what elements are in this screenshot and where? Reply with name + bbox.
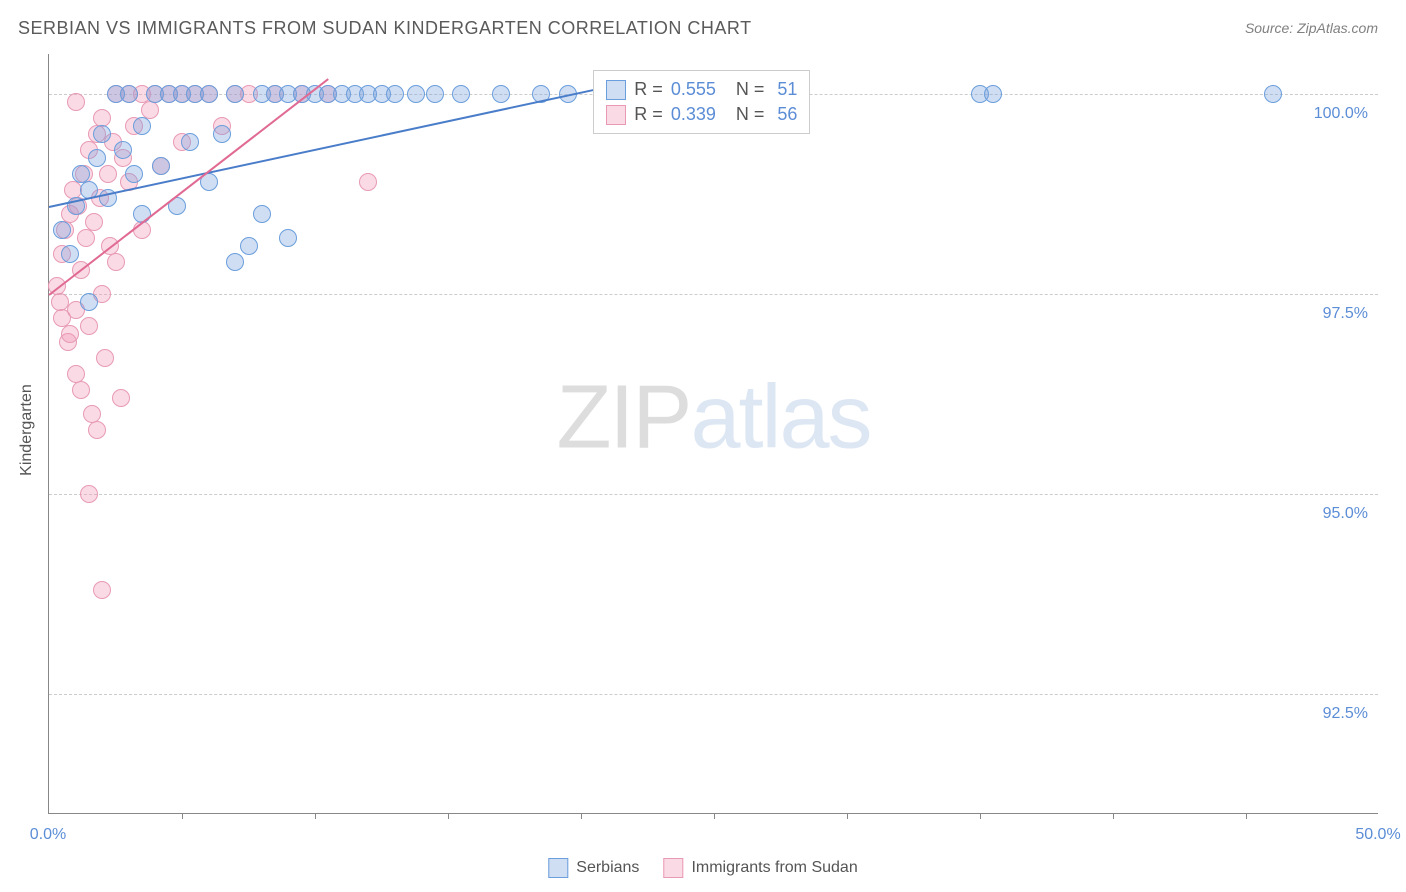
data-point (107, 253, 125, 271)
n-label: N = (736, 104, 765, 125)
legend-stats-row: R = 0.339 N = 56 (606, 102, 797, 127)
data-point (253, 205, 271, 223)
legend-label-sudan: Immigrants from Sudan (691, 859, 857, 877)
x-tick (1246, 813, 1247, 819)
y-tick-label: 92.5% (1323, 705, 1368, 723)
x-tick (847, 813, 848, 819)
data-point (452, 85, 470, 103)
data-point (213, 125, 231, 143)
data-point (359, 173, 377, 191)
data-point (200, 85, 218, 103)
trend-line (49, 86, 608, 208)
n-label: N = (736, 79, 765, 100)
data-point (407, 85, 425, 103)
gridline (49, 294, 1378, 295)
legend-stats-row: R = 0.555 N = 51 (606, 77, 797, 102)
legend-item-serbians: Serbians (548, 858, 639, 878)
y-tick-label: 100.0% (1314, 105, 1368, 123)
y-tick-label: 97.5% (1323, 305, 1368, 323)
data-point (152, 157, 170, 175)
r-value: 0.555 (671, 79, 716, 100)
data-point (226, 85, 244, 103)
watermark-part2: atlas (690, 368, 870, 468)
data-point (96, 349, 114, 367)
chart-title: SERBIAN VS IMMIGRANTS FROM SUDAN KINDERG… (18, 18, 752, 39)
r-label: R = (634, 104, 663, 125)
gridline (49, 494, 1378, 495)
swatch-sudan (663, 858, 683, 878)
legend-swatch (606, 105, 626, 125)
data-point (226, 253, 244, 271)
y-axis-label: Kindergarten (18, 384, 36, 476)
data-point (426, 85, 444, 103)
r-value: 0.339 (671, 104, 716, 125)
source-attribution: Source: ZipAtlas.com (1245, 20, 1378, 36)
data-point (80, 293, 98, 311)
data-point (114, 141, 132, 159)
data-point (120, 85, 138, 103)
data-point (492, 85, 510, 103)
data-point (61, 245, 79, 263)
data-point (181, 133, 199, 151)
gridline (49, 694, 1378, 695)
data-point (61, 325, 79, 343)
x-tick (448, 813, 449, 819)
legend-item-sudan: Immigrants from Sudan (663, 858, 857, 878)
data-point (240, 237, 258, 255)
x-tick (182, 813, 183, 819)
x-tick (315, 813, 316, 819)
y-tick-label: 95.0% (1323, 505, 1368, 523)
data-point (80, 485, 98, 503)
watermark-part1: ZIP (556, 368, 690, 468)
data-point (93, 125, 111, 143)
x-tick-label: 0.0% (30, 826, 66, 844)
x-tick-label: 50.0% (1355, 826, 1400, 844)
legend-stats: R = 0.555 N = 51 R = 0.339 N = 56 (593, 70, 810, 134)
data-point (99, 165, 117, 183)
data-point (80, 317, 98, 335)
data-point (1264, 85, 1282, 103)
legend-swatch (606, 80, 626, 100)
n-value: 56 (772, 104, 797, 125)
data-point (88, 421, 106, 439)
x-tick (581, 813, 582, 819)
data-point (67, 93, 85, 111)
data-point (72, 381, 90, 399)
data-point (77, 229, 95, 247)
x-tick (1113, 813, 1114, 819)
data-point (125, 165, 143, 183)
data-point (279, 229, 297, 247)
data-point (85, 213, 103, 231)
watermark: ZIPatlas (556, 367, 870, 470)
data-point (386, 85, 404, 103)
data-point (112, 389, 130, 407)
legend-label-serbians: Serbians (576, 859, 639, 877)
data-point (53, 221, 71, 239)
n-value: 51 (772, 79, 797, 100)
data-point (93, 581, 111, 599)
data-point (133, 117, 151, 135)
x-tick (714, 813, 715, 819)
legend-bottom: Serbians Immigrants from Sudan (548, 858, 857, 878)
data-point (984, 85, 1002, 103)
plot-area: ZIPatlas 100.0% 97.5% 95.0% 92.5% (48, 54, 1378, 814)
r-label: R = (634, 79, 663, 100)
data-point (88, 149, 106, 167)
x-tick (980, 813, 981, 819)
swatch-serbians (548, 858, 568, 878)
